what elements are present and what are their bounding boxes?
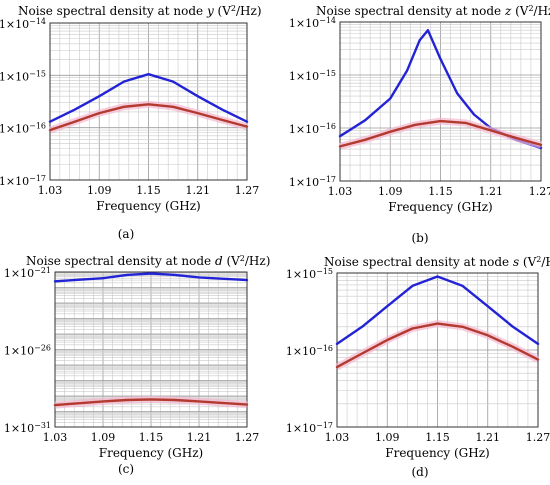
chart-title: Noise spectral density at node z (V2/Hz) (316, 4, 550, 19)
x-tick-label: 1.15 (428, 185, 453, 198)
x-tick-label: 1.09 (87, 184, 112, 197)
x-tick-label: 1.27 (235, 184, 260, 197)
chart-panel-c: Noise spectral density at node d (V2/Hz)… (4, 254, 271, 477)
chart-title: Noise spectral density at node d (V2/Hz) (26, 254, 270, 269)
y-tick-label: 1×10−15 (0, 69, 46, 84)
y-tick-label: 1×10−16 (289, 122, 336, 137)
panel-caption: (d) (411, 465, 428, 479)
plot-frame (49, 22, 248, 181)
x-tick-label: 1.03 (328, 185, 353, 198)
chart-panel-b: Noise spectral density at node z (V2/Hz)… (289, 4, 550, 246)
x-tick-label: 1.21 (479, 185, 504, 198)
panel-caption: (a) (118, 227, 135, 241)
x-axis-label: Frequency (GHz) (385, 446, 489, 460)
x-tick-label: 1.09 (378, 185, 403, 198)
x-axis-label: Frequency (GHz) (99, 446, 203, 460)
panel-caption: (b) (411, 231, 428, 245)
x-tick-label: 1.03 (325, 431, 350, 444)
series-line-red (53, 398, 249, 407)
series-line-red (335, 322, 540, 369)
chart-panel-a: Noise spectral density at node y (V2/Hz)… (0, 4, 262, 242)
y-tick-label: 1×10−31 (4, 421, 51, 436)
y-tick-label: 1×10−16 (0, 121, 46, 136)
x-tick-label: 1.21 (187, 431, 212, 444)
x-tick-label: 1.15 (139, 431, 164, 444)
y-tick-label: 1×10−26 (4, 343, 51, 358)
y-tick-label: 1×10−14 (0, 17, 46, 32)
y-tick-label: 1×10−17 (0, 174, 46, 189)
chart-title: Noise spectral density at node s (V2/Hz) (324, 255, 550, 270)
x-tick-label: 1.21 (476, 431, 501, 444)
x-axis-label: Frequency (GHz) (388, 200, 492, 214)
y-tick-label: 1×10−15 (286, 267, 333, 282)
x-tick-label: 1.15 (136, 184, 161, 197)
panel-caption: (c) (118, 462, 134, 476)
y-tick-label: 1×10−17 (289, 175, 336, 190)
x-tick-label: 1.09 (375, 431, 400, 444)
x-tick-label: 1.03 (43, 431, 68, 444)
x-tick-label: 1.27 (235, 431, 260, 444)
series-line-red (338, 119, 543, 148)
series-line-red (48, 103, 249, 132)
x-tick-label: 1.27 (529, 185, 550, 198)
plot-frame (339, 21, 542, 182)
chart-title: Noise spectral density at node y (V2/Hz) (18, 4, 262, 19)
x-tick-label: 1.03 (38, 184, 63, 197)
y-tick-label: 1×10−15 (289, 69, 336, 84)
y-tick-label: 1×10−16 (286, 344, 333, 359)
series-line-blue (48, 72, 249, 123)
x-tick-label: 1.09 (91, 431, 116, 444)
plot-frame (336, 272, 539, 428)
y-tick-label: 1×10−21 (4, 266, 51, 281)
x-tick-label: 1.15 (425, 431, 450, 444)
series-line-blue (335, 275, 540, 346)
y-tick-label: 1×10−14 (289, 16, 336, 31)
x-axis-label: Frequency (GHz) (96, 199, 200, 213)
y-tick-label: 1×10−17 (286, 421, 333, 436)
plot-frame (54, 271, 248, 428)
x-tick-label: 1.27 (526, 431, 550, 444)
series-line-blue (53, 272, 249, 283)
chart-panel-d: Noise spectral density at node s (V2/Hz)… (286, 255, 550, 480)
x-tick-label: 1.21 (186, 184, 211, 197)
